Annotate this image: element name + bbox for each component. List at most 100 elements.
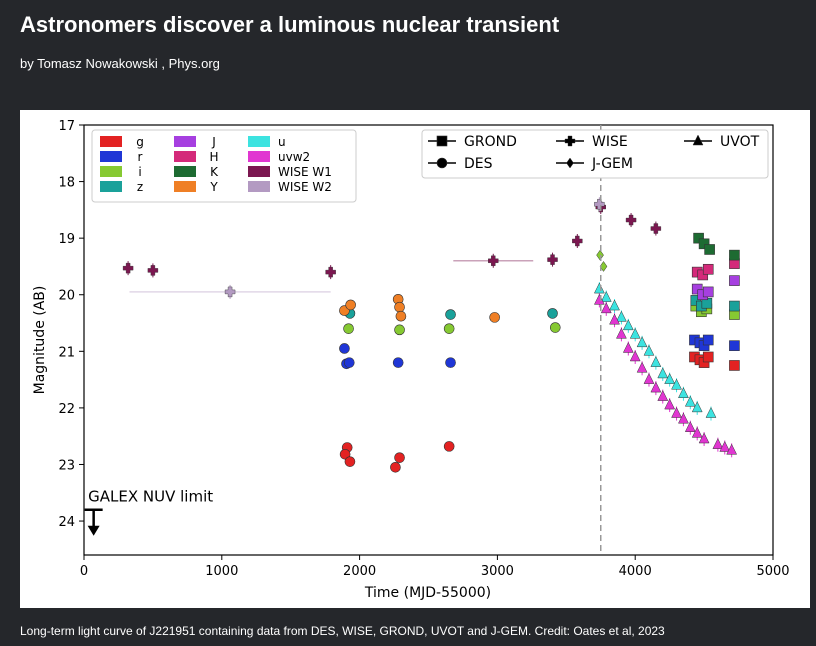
data-point-uvot-u xyxy=(636,336,648,348)
data-point-uvot-uvw2 xyxy=(671,406,682,418)
legend-instruments-box xyxy=(421,129,769,179)
y-tick-label: 24 xyxy=(58,515,75,530)
legend-label: J-GEM xyxy=(591,156,633,172)
data-point-grond-h xyxy=(697,269,709,281)
article-byline: by Tomasz Nowakowski , Phys.org xyxy=(20,56,220,71)
data-point-wise-wise-w1 xyxy=(650,223,662,234)
legend-label: uvw2 xyxy=(278,150,310,164)
data-point-uvot-uvw2 xyxy=(712,438,724,449)
legend-label: z xyxy=(137,180,143,194)
data-point-uvot-u xyxy=(678,387,689,398)
legend-marker xyxy=(436,157,448,169)
y-tick-label: 17 xyxy=(58,119,75,134)
data-point-grond-h xyxy=(702,263,714,275)
data-point-uvot-uvw2 xyxy=(629,350,641,362)
legend-swatch xyxy=(248,166,270,177)
data-point-des-y xyxy=(394,301,405,313)
data-point-uvot-uvw2 xyxy=(684,421,696,432)
data-point-uvot-uvw2 xyxy=(609,313,620,325)
legend-label: H xyxy=(209,150,218,164)
data-marks xyxy=(122,197,740,473)
data-point-grond-k xyxy=(729,249,740,261)
data-point-grond-k xyxy=(693,232,704,244)
data-point-des-z xyxy=(547,308,558,319)
data-point-grond-j xyxy=(691,283,703,295)
legend-swatch xyxy=(100,166,122,177)
x-tick-label: 2000 xyxy=(343,564,376,579)
y-tick-label: 22 xyxy=(58,402,75,417)
x-tick-label: 0 xyxy=(80,564,88,579)
data-point-des-g xyxy=(443,441,455,452)
data-point-grond-g xyxy=(729,360,740,371)
data-point-uvot-u xyxy=(600,291,612,302)
data-point-wise-wise-w2 xyxy=(224,286,236,298)
data-point-uvot-u xyxy=(691,401,703,413)
legend-label: UVOT xyxy=(720,134,760,150)
data-point-uvot-u xyxy=(643,344,655,356)
legend-label: i xyxy=(138,165,141,179)
legend-instruments: GROND DES WISE J-GEM UVOT xyxy=(421,129,769,179)
legend-marker xyxy=(436,135,448,147)
data-point-wise-wise-w1 xyxy=(122,262,134,274)
data-point-uvot-u xyxy=(664,373,676,384)
data-point-wise-wise-w1 xyxy=(547,254,558,265)
plot-area xyxy=(83,124,774,556)
data-point-des-r xyxy=(343,357,355,368)
data-point-uvot-u xyxy=(684,395,696,407)
data-point-wise-wise-w1 xyxy=(572,235,583,247)
legend-swatch xyxy=(100,181,122,192)
legend-label: GROND xyxy=(464,134,517,150)
data-point-grond-j xyxy=(702,286,714,298)
x-tick-label: 5000 xyxy=(756,564,789,579)
data-point-wise-wise-w1 xyxy=(147,265,159,276)
legend-swatch xyxy=(100,136,122,147)
legend-swatch xyxy=(248,151,270,162)
legend-label: Y xyxy=(209,180,218,194)
data-point-uvot-u xyxy=(671,378,682,390)
legend-swatch xyxy=(174,136,196,147)
light-curve-chart: Magnitude (AB) Time (MJD-55000) 0 1000 200… xyxy=(32,119,790,601)
x-tick-label: 4000 xyxy=(619,564,652,579)
data-point-des-g xyxy=(344,456,356,467)
legend-label: u xyxy=(278,135,286,149)
legend-swatch xyxy=(100,151,122,162)
data-point-des-y xyxy=(489,312,500,323)
data-point-uvot-u xyxy=(629,327,641,339)
data-point-wise-wise-w1 xyxy=(325,266,336,278)
data-point-uvot-u xyxy=(616,310,627,322)
data-point-des-y xyxy=(345,299,356,311)
legend-marker xyxy=(692,134,704,146)
data-point-j-gem-i xyxy=(599,261,608,272)
data-point-uvot-uvw2 xyxy=(726,443,738,455)
legend-marker xyxy=(566,157,574,169)
data-point-uvot-u xyxy=(657,367,669,379)
data-point-grond-k xyxy=(698,238,710,250)
legend-swatch xyxy=(174,181,196,192)
legend-label: J xyxy=(211,135,216,149)
figure-caption: Long-term light curve of J221951 contain… xyxy=(20,624,665,638)
data-point-wise-wise-w1 xyxy=(488,255,499,266)
legend-marker xyxy=(564,135,576,147)
legend-colors-box xyxy=(91,129,357,203)
data-point-uvot-uvw2 xyxy=(616,327,627,339)
data-point-uvot-u xyxy=(609,299,620,311)
legend-label: WISE xyxy=(592,134,628,150)
data-point-des-i xyxy=(343,323,354,334)
legend-swatch xyxy=(248,181,270,192)
data-point-grond-k xyxy=(704,244,715,255)
article-title: Astronomers discover a luminous nuclear … xyxy=(20,12,560,37)
data-point-uvot-uvw2 xyxy=(650,381,662,393)
light-curve-figure: Magnitude (AB) Time (MJD-55000) 0 1000 200… xyxy=(20,110,810,608)
x-axis-label: Time (MJD-55000) xyxy=(364,585,491,601)
y-tick-label: 19 xyxy=(58,232,75,247)
legend-swatch xyxy=(174,166,196,177)
galex-limit-label: GALEX NUV limit xyxy=(88,487,213,505)
data-point-grond-j xyxy=(729,275,740,286)
data-point-uvot-uvw2 xyxy=(698,432,710,444)
data-point-grond-z xyxy=(729,300,740,312)
data-point-uvot-uvw2 xyxy=(657,390,669,401)
data-point-uvot-uvw2 xyxy=(593,293,605,305)
limit-arrow-head xyxy=(87,525,100,536)
y-tick-label: 18 xyxy=(58,176,75,191)
